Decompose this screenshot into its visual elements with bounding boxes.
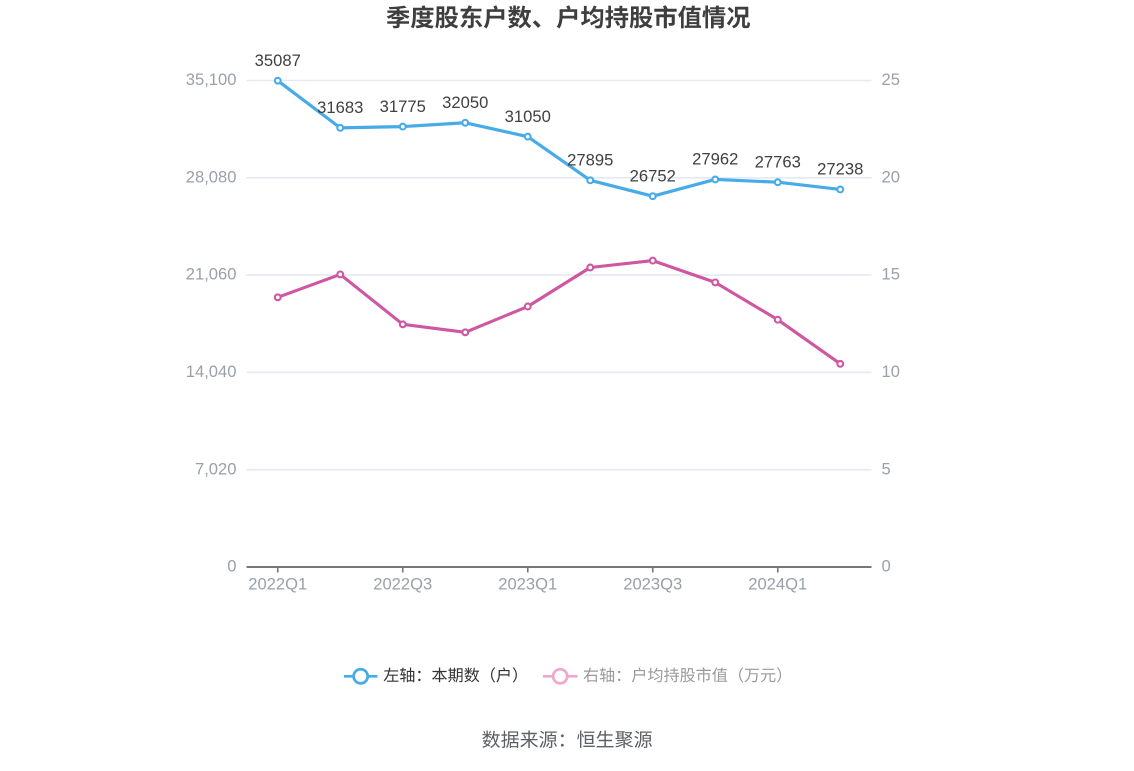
svg-text:27962: 27962 bbox=[692, 150, 738, 169]
svg-text:25: 25 bbox=[882, 70, 900, 89]
svg-text:14,040: 14,040 bbox=[186, 362, 237, 381]
svg-text:2022Q3: 2022Q3 bbox=[373, 575, 432, 594]
svg-text:28,080: 28,080 bbox=[186, 167, 237, 186]
svg-text:2022Q1: 2022Q1 bbox=[248, 575, 307, 594]
svg-text:10: 10 bbox=[882, 362, 900, 381]
svg-text:27895: 27895 bbox=[567, 151, 613, 170]
svg-text:35,100: 35,100 bbox=[186, 70, 237, 89]
svg-text:27763: 27763 bbox=[755, 152, 801, 171]
svg-text:35087: 35087 bbox=[255, 51, 301, 70]
svg-text:26752: 26752 bbox=[630, 166, 676, 185]
svg-text:5: 5 bbox=[882, 459, 891, 478]
svg-text:2023Q1: 2023Q1 bbox=[498, 575, 557, 594]
svg-text:31050: 31050 bbox=[505, 107, 551, 126]
svg-text:2024Q1: 2024Q1 bbox=[748, 575, 807, 594]
svg-text:21,060: 21,060 bbox=[186, 265, 237, 284]
svg-text:0: 0 bbox=[882, 557, 891, 576]
svg-text:27238: 27238 bbox=[817, 160, 863, 179]
svg-text:31683: 31683 bbox=[317, 98, 363, 117]
svg-text:0: 0 bbox=[227, 557, 236, 576]
svg-text:20: 20 bbox=[882, 167, 900, 186]
svg-text:31775: 31775 bbox=[380, 97, 426, 116]
svg-text:2023Q3: 2023Q3 bbox=[623, 575, 682, 594]
svg-text:32050: 32050 bbox=[442, 93, 488, 112]
svg-text:7,020: 7,020 bbox=[195, 459, 237, 478]
svg-text:15: 15 bbox=[882, 265, 900, 284]
